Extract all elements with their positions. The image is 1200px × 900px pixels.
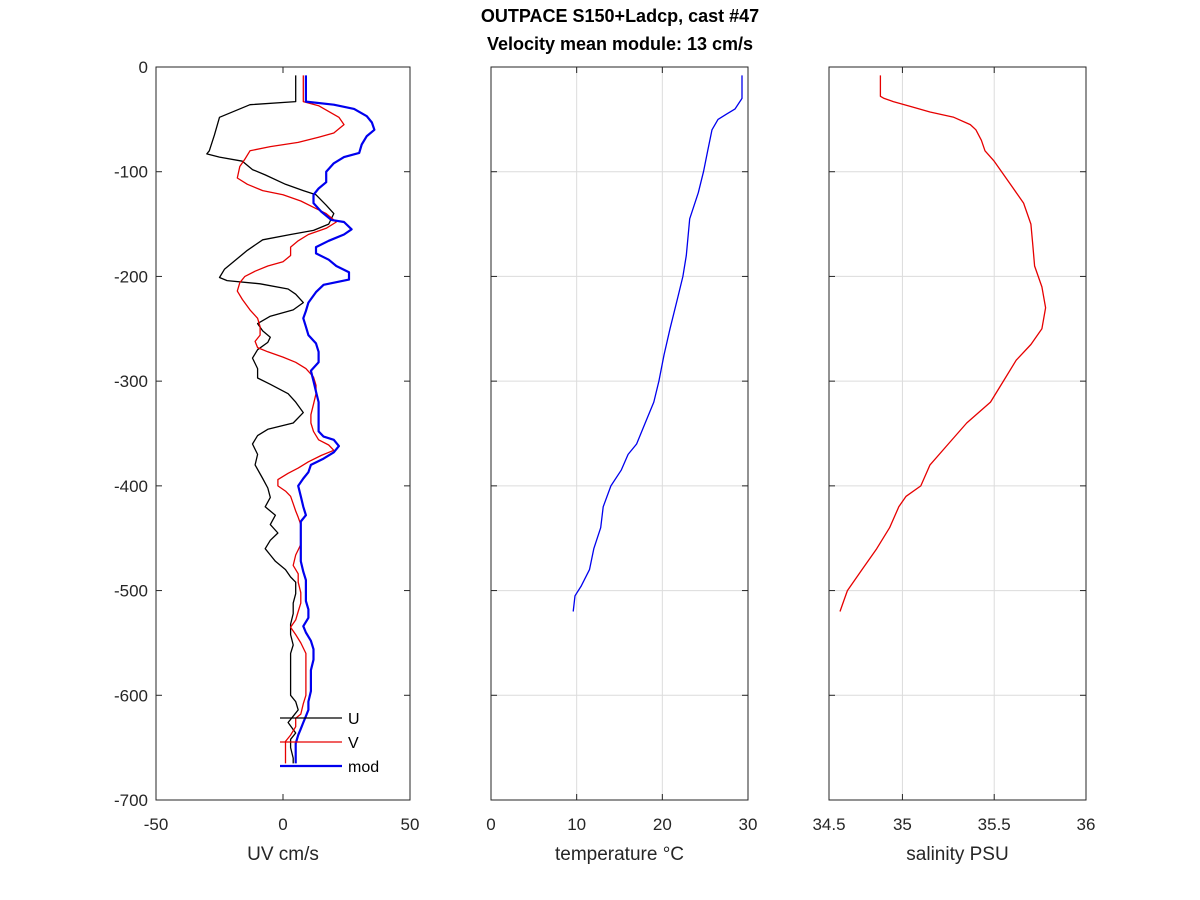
velocity-ytick-label: -400 [114, 477, 148, 496]
velocity-series-u [206, 75, 335, 764]
velocity-series-v [236, 75, 345, 764]
salinity-xtick-label: 35 [893, 815, 912, 834]
legend-label-u: U [348, 711, 360, 728]
temperature-xtick-label: 20 [653, 815, 672, 834]
salinity-xtick-label: 34.5 [812, 815, 845, 834]
temperature-xtick-label: 30 [739, 815, 758, 834]
velocity-ytick-label: -600 [114, 686, 148, 705]
velocity-xtick-label: -50 [144, 815, 169, 834]
velocity-ytick-label: -200 [114, 267, 148, 286]
salinity-axes-box [828, 66, 1087, 801]
temperature-xtick-label: 0 [486, 815, 495, 834]
temperature-xlabel: temperature °C [555, 844, 684, 865]
chart-title-line-2: Velocity mean module: 13 cm/s [486, 34, 754, 54]
velocity-xtick-label: 0 [278, 815, 287, 834]
velocity-ytick-label: -700 [114, 791, 148, 810]
velocity-axes-box [155, 66, 411, 801]
velocity-ytick-label: -300 [114, 372, 148, 391]
salinity-xlabel: salinity PSU [906, 844, 1008, 865]
chart-title-line-1: OUTPACE S150+Ladcp, cast #47 [480, 6, 760, 26]
temperature-axes: 0 10 20 30 temperature °C [486, 66, 758, 865]
temperature-axes-box [490, 66, 749, 801]
temperature-series-0 [572, 75, 743, 612]
velocity-ytick-label: -500 [114, 582, 148, 601]
velocity-ytick-label: -100 [114, 163, 148, 182]
legend-label-mod: mod [348, 759, 379, 776]
velocity-xtick-label: 50 [401, 815, 420, 834]
velocity-series-mod [294, 75, 376, 764]
legend-label-v: V [348, 735, 359, 752]
temperature-xtick-label: 10 [567, 815, 586, 834]
velocity-xlabel: UV cm/s [247, 844, 319, 865]
salinity-xtick-label: 36 [1077, 815, 1096, 834]
salinity-series-0 [839, 75, 1047, 612]
salinity-axes: 34.5 35 35.5 36 salinity PSU [812, 66, 1096, 865]
velocity-ytick-label: 0 [139, 58, 148, 77]
salinity-xtick-label: 35.5 [978, 815, 1011, 834]
